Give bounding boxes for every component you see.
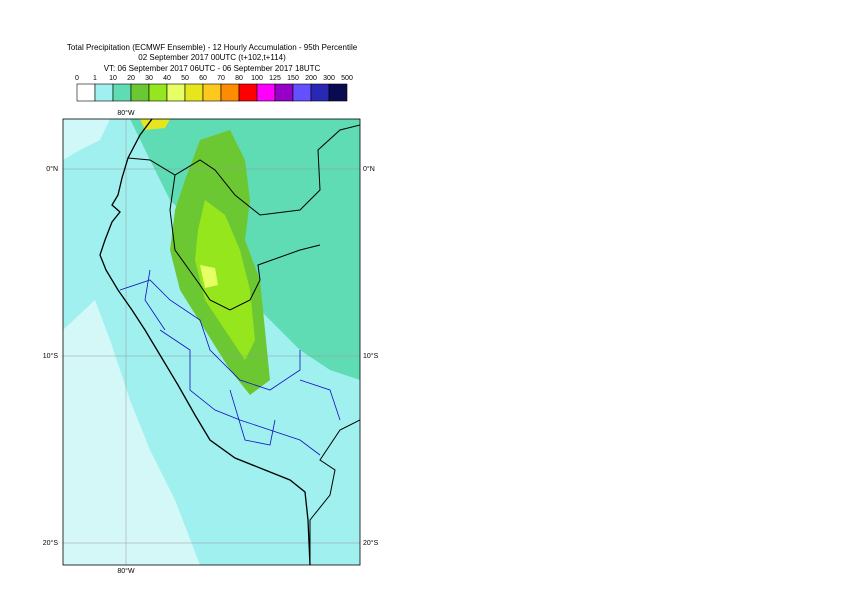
colorbar-box	[256, 83, 276, 102]
lat-label: 20°S	[363, 539, 379, 547]
ocean-dry	[63, 119, 110, 160]
map	[63, 119, 360, 565]
colorbar-box	[166, 83, 186, 102]
precip-area	[200, 265, 218, 288]
colorbar-label: 500	[341, 75, 353, 82]
lon-label: 80°W	[117, 567, 135, 575]
colorbar-box	[148, 83, 168, 102]
colorbar-label: 200	[305, 75, 317, 82]
subtitle: VT: 06 September 2017 06UTC - 06 Septemb…	[104, 64, 321, 73]
colorbar-box	[76, 83, 96, 102]
colorbar-label: 150	[287, 75, 299, 82]
colorbar-box	[220, 83, 240, 102]
lat-label: 10°S	[43, 352, 59, 360]
ocean-dry	[63, 300, 200, 565]
colorbar-box	[112, 83, 132, 102]
lat-label: 20°S	[43, 539, 59, 547]
region-border	[119, 269, 341, 456]
map-frame	[62, 118, 361, 566]
colorbar-label: 60	[199, 75, 207, 82]
colorbar-box	[238, 83, 258, 102]
colorbar-label: 80	[235, 75, 243, 82]
colorbar-box	[130, 83, 150, 102]
colorbar-box	[274, 83, 294, 102]
coastline	[99, 119, 311, 565]
colorbar-label: 30	[145, 75, 153, 82]
subtitle: 02 September 2017 00UTC (t+102,t+114)	[138, 53, 286, 62]
colorbar-label: 300	[323, 75, 335, 82]
lat-label: 0°N	[46, 165, 58, 173]
precip-area	[195, 200, 255, 360]
colorbar-label: 40	[163, 75, 171, 82]
colorbar-label: 0	[75, 75, 79, 82]
colorbar-box	[328, 83, 348, 102]
colorbar-label: 20	[127, 75, 135, 82]
lat-label: 10°S	[363, 352, 379, 360]
colorbar-label: 70	[217, 75, 225, 82]
colorbar-label: 125	[269, 75, 281, 82]
lon-label: 80°W	[117, 109, 135, 117]
colorbar-label: 1	[93, 75, 97, 82]
lat-label: 0°N	[363, 165, 375, 173]
precip-area	[140, 119, 170, 130]
colorbar-label: 10	[109, 75, 117, 82]
colorbar: 0 1 10 20 30 40 50 60 70 80 100 125 150 200 300 500	[75, 75, 353, 102]
country-border	[127, 124, 360, 565]
colorbar-box	[202, 83, 222, 102]
colorbar-label: 100	[251, 75, 263, 82]
colorbar-box	[310, 83, 330, 102]
colorbar-label: 50	[181, 75, 189, 82]
title: Total Precipitation (ECMWF Ensemble) - 1…	[67, 43, 358, 52]
colorbar-box	[94, 83, 114, 102]
colorbar-box	[184, 83, 204, 102]
colorbar-box	[292, 83, 312, 102]
